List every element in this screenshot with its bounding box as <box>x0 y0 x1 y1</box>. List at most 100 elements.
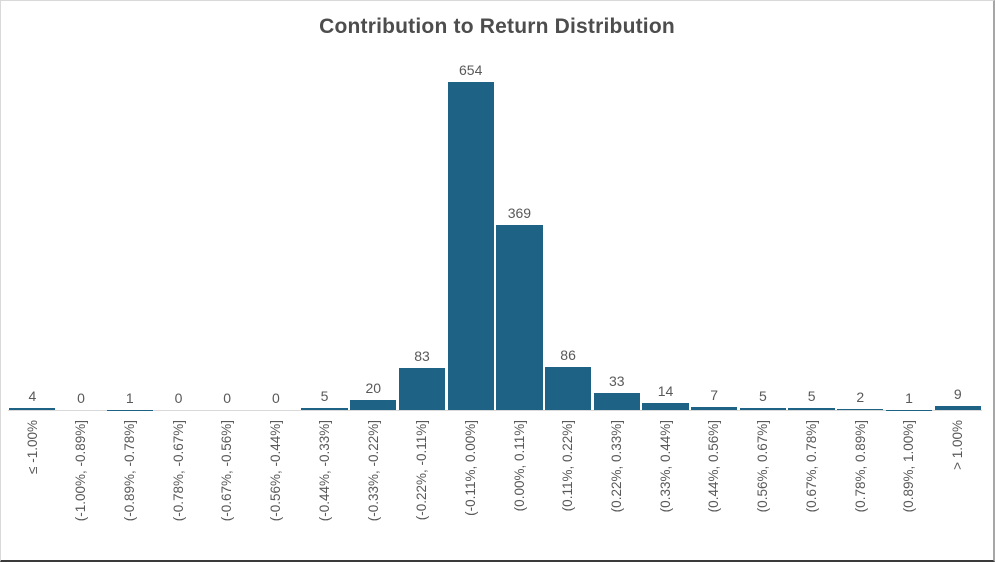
bar <box>885 409 933 410</box>
x-axis-tick-label: (-1.00%, -0.89%] <box>73 420 89 522</box>
x-axis-tick-label: (0.78%, 0.89%] <box>852 420 868 513</box>
x-axis-tick-label: (0.89%, 1.00%] <box>901 420 917 513</box>
bar-group: 1 <box>105 389 154 410</box>
x-tick-cell: ≤ -1.00% <box>8 420 57 560</box>
x-axis-tick-label: (0.11%, 0.22%] <box>560 420 576 512</box>
bar-value-label: 654 <box>459 62 483 78</box>
bar-value-label: 1 <box>905 389 913 406</box>
x-axis-tick-label: (-0.11%, 0.00%] <box>462 420 478 516</box>
bar <box>837 409 884 410</box>
bar-group: 0 <box>252 390 301 410</box>
plot-area: 4 0 1 0 0 0 5 20 83 654 369 86 33 14 7 5 5 2 1 9 ≤ -1.00% (-… <box>8 59 982 560</box>
x-tick-cell: (0.00%, 0.11%] <box>495 420 544 560</box>
x-tick-cell: (0.67%, 0.78%] <box>787 420 836 560</box>
x-tick-cell: (-0.11%, 0.00%] <box>446 420 495 560</box>
bar <box>788 407 835 410</box>
bar-group: 83 <box>398 348 447 410</box>
x-axis-tick-label: (-0.78%, -0.67%] <box>170 420 186 522</box>
x-tick-cell: (0.89%, 1.00%] <box>885 420 934 560</box>
x-tick-cell: (0.78%, 0.89%] <box>836 420 885 560</box>
bar-value-label: 86 <box>560 346 576 363</box>
x-tick-cell: (-0.67%, -0.56%] <box>203 420 252 560</box>
x-tick-cell: (-0.78%, -0.67%] <box>154 420 203 560</box>
bar-value-label: 5 <box>320 387 329 404</box>
bar-value-label: 1 <box>125 389 134 406</box>
x-axis-labels: ≤ -1.00% (-1.00%, -0.89%] (-0.89%, -0.78%]… <box>8 411 982 560</box>
bar-value-label: 14 <box>657 382 674 399</box>
bar <box>739 407 787 410</box>
x-tick-cell: (-0.44%, -0.33%] <box>300 420 349 560</box>
x-axis-tick-label: (0.22%, 0.33%] <box>609 420 625 513</box>
bar-value-label: 9 <box>953 385 962 402</box>
bar <box>9 408 56 410</box>
bar-group: 4 <box>8 388 57 410</box>
x-axis-tick-label: (0.00%, 0.11%] <box>511 420 527 512</box>
bar-value-label: 0 <box>174 390 183 406</box>
x-axis-tick-label: (-0.44%, -0.33%] <box>316 420 332 522</box>
x-tick-cell: > 1.00% <box>933 420 982 560</box>
x-axis-tick-label: > 1.00% <box>949 420 965 470</box>
bar <box>447 82 494 410</box>
bar <box>350 399 397 410</box>
bar-value-label: 4 <box>28 388 37 404</box>
bar-group: 0 <box>203 390 252 410</box>
bar-value-label: 0 <box>271 390 280 406</box>
bar <box>301 407 348 410</box>
x-tick-cell: (0.11%, 0.22%] <box>544 420 593 560</box>
bar <box>398 368 446 410</box>
bars-row: 4 0 1 0 0 0 5 20 83 654 369 86 33 14 7 5 5 2 1 9 <box>8 59 982 411</box>
x-axis-tick-label: (-0.33%, -0.22%] <box>365 420 381 522</box>
x-axis-tick-label: (0.33%, 0.44%] <box>657 420 673 513</box>
bar <box>496 224 543 410</box>
x-axis-tick-label: (-0.67%, -0.56%] <box>219 420 235 522</box>
x-tick-cell: (-0.89%, -0.78%] <box>105 420 154 560</box>
x-axis-tick-label: (-0.56%, -0.44%] <box>268 420 284 522</box>
bar <box>106 409 153 410</box>
bar <box>642 402 689 410</box>
bar-value-label: 7 <box>710 386 719 403</box>
bar-group: 5 <box>739 387 788 410</box>
x-tick-cell: (-0.56%, -0.44%] <box>252 420 301 560</box>
bar-value-label: 0 <box>77 390 85 406</box>
x-tick-cell: (0.44%, 0.56%] <box>690 420 739 560</box>
bar-group: 654 <box>446 62 495 410</box>
bar <box>593 393 640 410</box>
x-tick-cell: (-1.00%, -0.89%] <box>57 420 106 560</box>
x-tick-cell: (0.22%, 0.33%] <box>592 420 641 560</box>
bar <box>691 406 738 410</box>
x-tick-cell: (-0.33%, -0.22%] <box>349 420 398 560</box>
bar <box>544 366 592 410</box>
bar-value-label: 5 <box>759 387 767 404</box>
bar-group: 7 <box>690 386 739 410</box>
bar-group: 20 <box>349 380 398 410</box>
bar-value-label: 0 <box>223 390 232 406</box>
x-axis-tick-label: (0.44%, 0.56%] <box>706 420 722 513</box>
x-axis-tick-label: (-0.89%, -0.78%] <box>122 420 137 522</box>
bar-group: 0 <box>154 390 203 410</box>
x-axis-tick-label: ≤ -1.00% <box>24 420 40 474</box>
x-axis-tick-label: (0.67%, 0.78%] <box>803 420 819 513</box>
bar-value-label: 2 <box>856 389 865 405</box>
bar-value-label: 5 <box>807 387 816 404</box>
x-axis-tick-label: (-0.22%, -0.11%] <box>414 420 430 521</box>
bar-group: 2 <box>836 389 885 410</box>
x-tick-cell: (0.33%, 0.44%] <box>641 420 690 560</box>
bar-group: 33 <box>592 373 641 410</box>
bar-group: 9 <box>933 385 982 410</box>
bar-group: 86 <box>544 347 593 410</box>
chart-title: Contribution to Return Distribution <box>319 15 675 38</box>
bar-group: 14 <box>641 383 690 410</box>
bar-value-label: 33 <box>609 373 625 390</box>
bar <box>934 405 981 410</box>
bar-group: 1 <box>885 389 934 410</box>
bar-group: 5 <box>787 387 836 410</box>
bar-value-label: 369 <box>507 204 532 221</box>
x-tick-cell: (-0.22%, -0.11%] <box>398 420 447 560</box>
bar-group: 5 <box>300 387 349 410</box>
bar-group: 0 <box>57 390 106 410</box>
bar-group: 369 <box>495 205 544 410</box>
bar-value-label: 20 <box>365 379 382 396</box>
x-tick-cell: (0.56%, 0.67%] <box>739 420 788 560</box>
x-axis-tick-label: (0.56%, 0.67%] <box>755 420 771 513</box>
